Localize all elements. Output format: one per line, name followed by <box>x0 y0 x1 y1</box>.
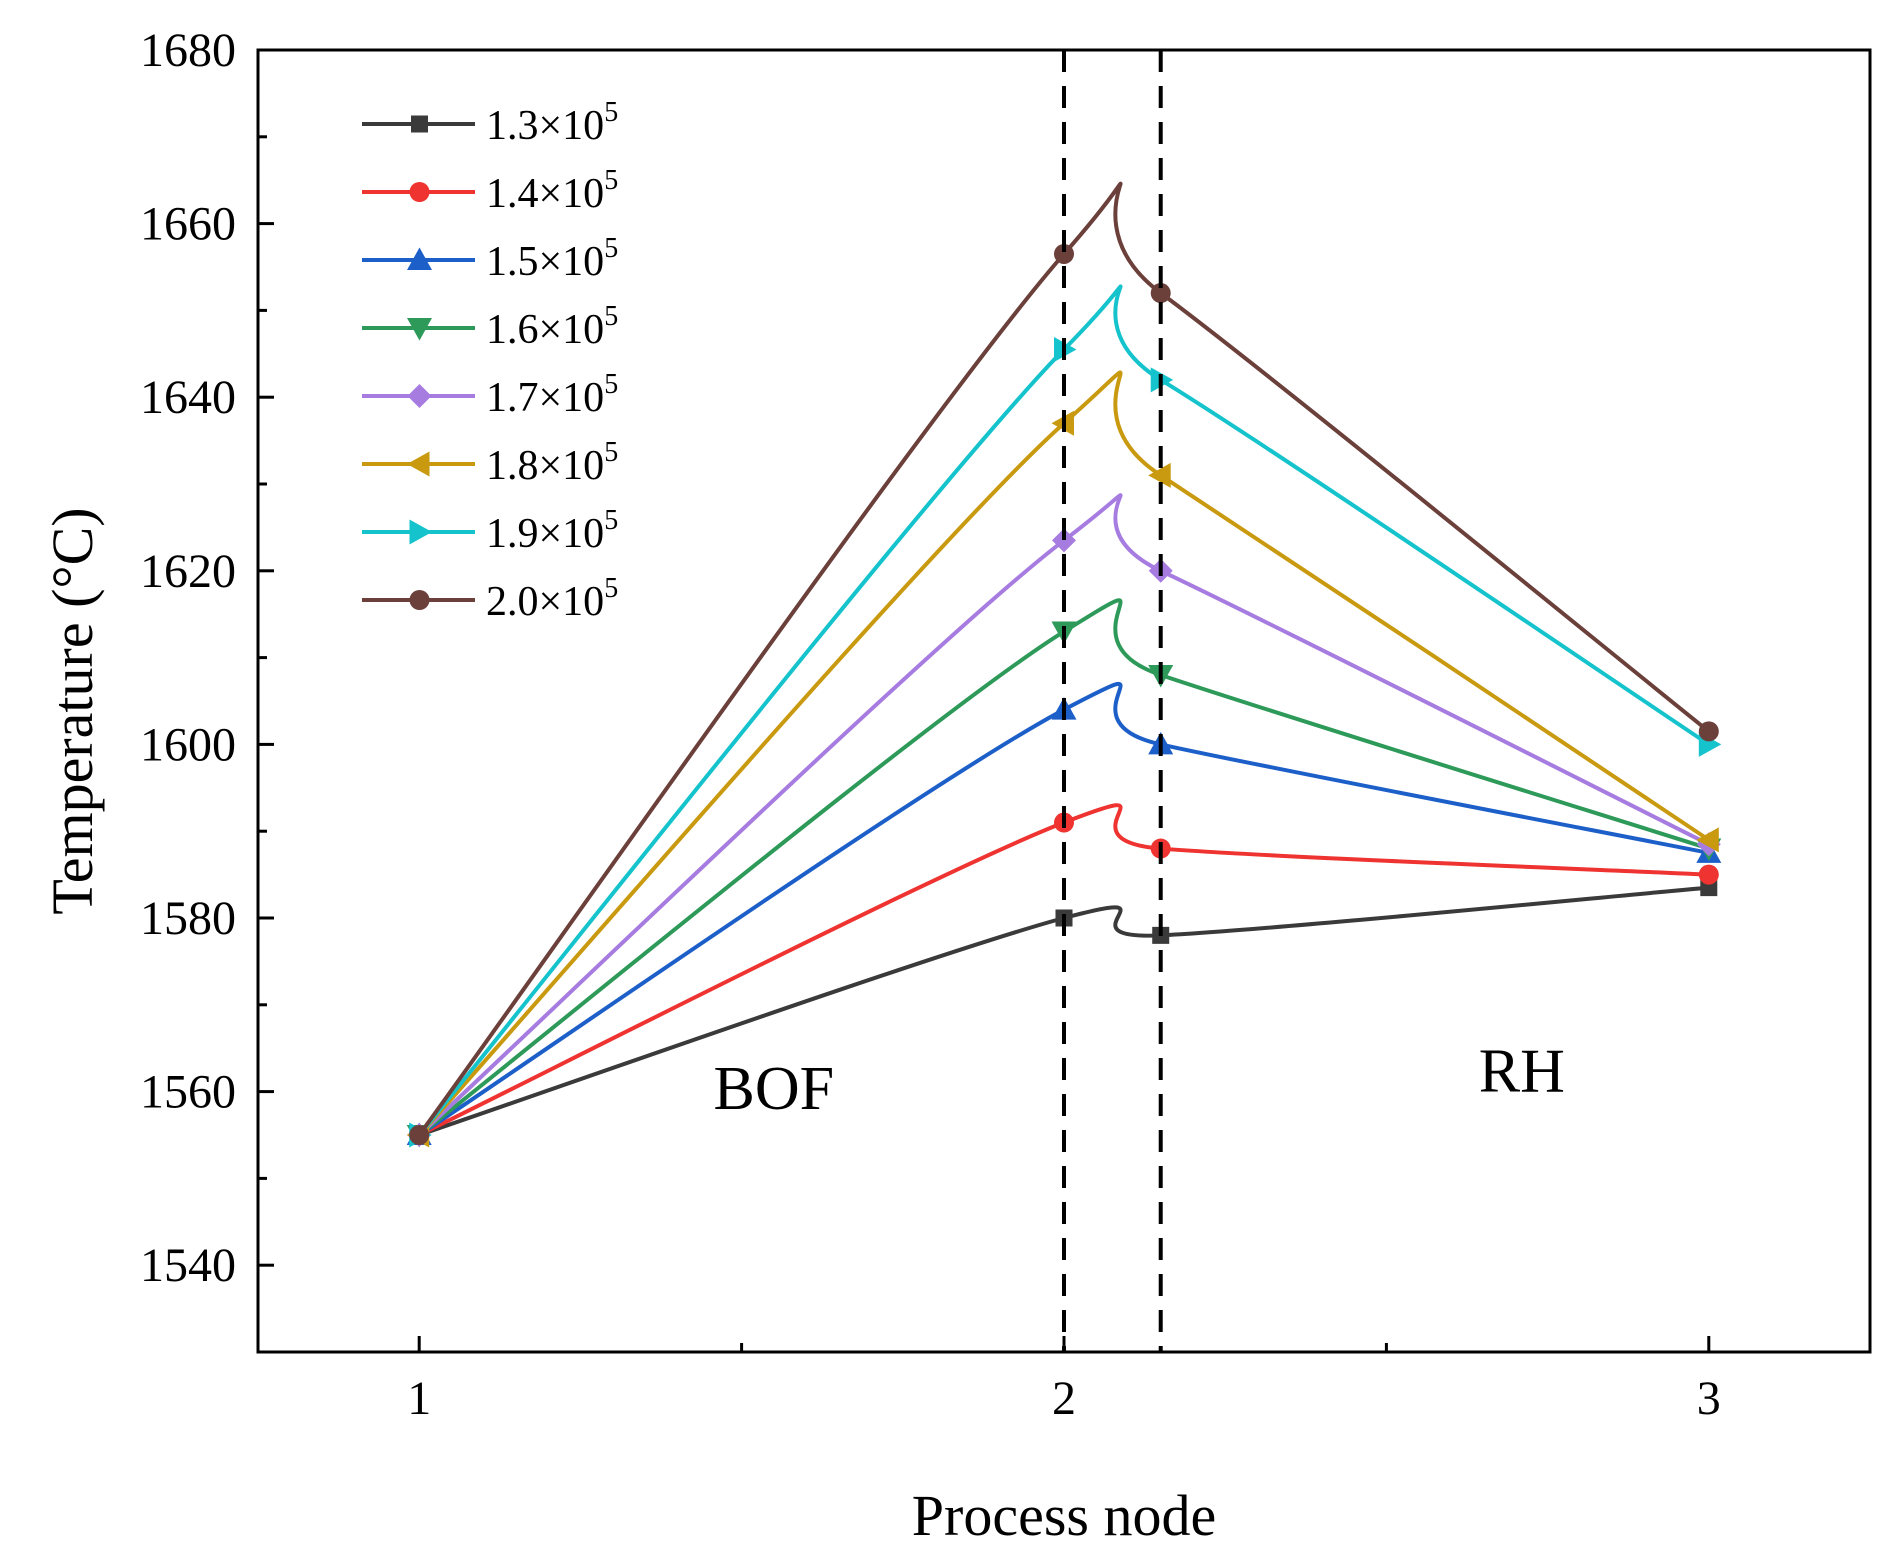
legend-entry: 1.9×105 <box>362 505 618 557</box>
series-line <box>417 370 1710 1137</box>
data-point <box>1698 864 1719 885</box>
y-tick-label: 1560 <box>140 1066 236 1119</box>
legend-label: 1.5×105 <box>486 233 618 285</box>
legend-label: 2.0×105 <box>486 573 618 625</box>
legend-entry: 1.6×105 <box>362 301 618 353</box>
series-line <box>417 284 1710 1137</box>
x-tick-label: 1 <box>407 1372 431 1425</box>
legend-swatch-marker <box>411 115 428 133</box>
series-layer <box>406 181 1722 1148</box>
legend-swatch-marker <box>407 318 432 341</box>
legend-entry: 1.5×105 <box>362 233 618 285</box>
data-point <box>1148 462 1171 488</box>
legend-entry: 1.3×105 <box>362 97 618 149</box>
data-point <box>1054 243 1074 264</box>
x-tick-label: 3 <box>1697 1372 1721 1425</box>
y-tick-label: 1540 <box>140 1239 236 1292</box>
y-axis-title: Temperature (°C) <box>40 507 105 914</box>
data-point <box>1696 827 1719 853</box>
legend-swatch-marker <box>407 384 432 408</box>
data-point <box>1698 721 1719 742</box>
y-tick-label: 1660 <box>140 198 236 251</box>
legend-entry: 1.4×105 <box>362 165 618 217</box>
y-tick-label: 1640 <box>140 371 236 424</box>
series-line <box>417 598 1710 1137</box>
legend-swatch-marker <box>407 451 430 477</box>
data-point <box>1052 528 1076 553</box>
y-tick-label: 1600 <box>140 718 236 771</box>
data-point <box>409 1125 430 1145</box>
axes-layer: 1540 1560 1580 1600 1620 1640 1660 1680 1 2 3 BOF RH <box>140 24 1872 1425</box>
legend-label: 1.9×105 <box>486 505 618 557</box>
legend-swatch-marker <box>409 590 430 610</box>
legend-entry: 1.8×105 <box>362 437 618 489</box>
legend-label: 1.7×105 <box>486 369 618 421</box>
legend-entry: 1.7×105 <box>362 369 618 421</box>
series-line <box>418 803 1709 1137</box>
y-tick-label: 1580 <box>140 892 236 945</box>
data-point <box>1150 283 1171 304</box>
x-tick-label: 2 <box>1052 1372 1076 1425</box>
series-8 <box>409 181 1719 1145</box>
legend-label: 1.8×105 <box>486 437 618 489</box>
y-tick-label: 1620 <box>140 545 236 598</box>
series-line <box>417 493 1710 1137</box>
legend-label: 1.4×105 <box>486 165 618 217</box>
legend-swatch-marker <box>409 519 432 545</box>
legend-entry: 2.0×105 <box>362 573 618 625</box>
series-line <box>417 181 1711 1137</box>
legend-swatch-marker <box>407 247 432 270</box>
legend-label: 1.3×105 <box>486 97 618 149</box>
y-tick-label: 1680 <box>140 24 236 77</box>
legend-swatch-marker <box>409 182 430 202</box>
legend: 1.3×105 1.4×105 1.5×105 1.6×105 1.7×105 1.8×1… <box>362 97 618 625</box>
series-line <box>418 681 1710 1137</box>
process-annotation: RH <box>1479 1038 1565 1106</box>
legend-label: 1.6×105 <box>486 301 618 353</box>
process-annotation: BOF <box>714 1055 835 1123</box>
x-axis-title: Process node <box>912 1483 1216 1548</box>
series-line <box>418 885 1709 1137</box>
